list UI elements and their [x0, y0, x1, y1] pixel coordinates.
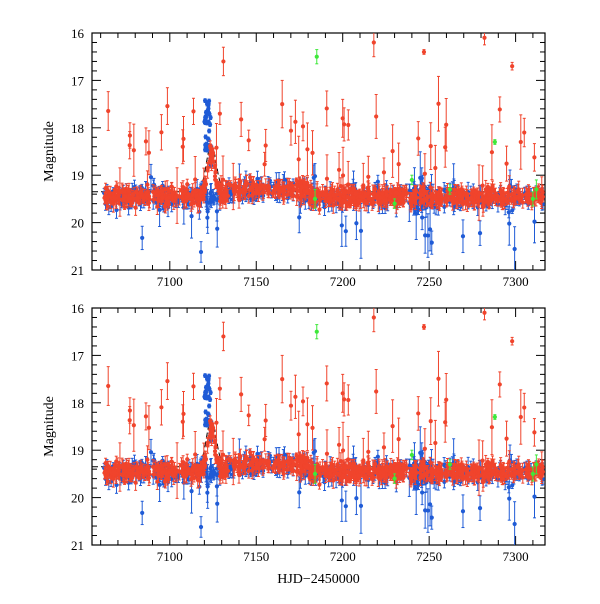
- blue-data-point: [359, 229, 363, 233]
- red-data-point: [436, 102, 440, 106]
- blue-data-point: [376, 180, 380, 184]
- red-data-point: [532, 155, 536, 159]
- red-data-point: [239, 117, 243, 121]
- red-data-point: [247, 138, 251, 142]
- blue-data-point: [207, 129, 211, 133]
- red-data-point: [104, 186, 108, 190]
- red-data-point: [293, 120, 297, 124]
- red-data-point: [490, 150, 494, 154]
- red-data-point: [134, 206, 138, 210]
- blue-data-point: [507, 210, 511, 214]
- blue-data-point: [420, 215, 424, 219]
- blue-data-point: [206, 209, 210, 213]
- red-data-point: [123, 205, 127, 209]
- red-data-point: [132, 148, 136, 152]
- red-data-point: [181, 137, 185, 141]
- blue-data-point: [206, 101, 210, 105]
- red-data-point: [404, 191, 408, 195]
- blue-data-point: [204, 110, 208, 114]
- blue-data-point: [354, 221, 358, 225]
- red-data-point: [289, 129, 293, 133]
- red-data-point: [444, 123, 448, 127]
- red-data-point: [218, 112, 222, 116]
- red-data-point: [391, 149, 395, 153]
- red-data-point: [144, 139, 148, 143]
- red-data-point: [193, 177, 197, 181]
- red-data-point: [366, 175, 370, 179]
- red-data-point: [337, 168, 341, 172]
- y-tick-label: 20: [71, 216, 84, 231]
- red-data-point: [310, 151, 314, 155]
- blue-data-point: [199, 250, 203, 254]
- plot-frame: [92, 33, 545, 270]
- red-data-point: [205, 168, 209, 172]
- blue-data-point: [340, 223, 344, 227]
- blue-data-point: [420, 176, 424, 180]
- red-data-point: [263, 162, 267, 166]
- red-data-point: [305, 147, 309, 151]
- red-data-point: [248, 175, 252, 179]
- red-data-point: [346, 123, 350, 127]
- x-tick-label: 7200: [330, 274, 356, 289]
- blue-data-point: [140, 236, 144, 240]
- y-tick-label: 21: [71, 263, 84, 278]
- blue-data-point: [478, 231, 482, 235]
- blue-data-point: [513, 247, 517, 251]
- y-tick-label: 16: [71, 26, 85, 41]
- blue-data-point: [414, 212, 418, 216]
- model-curve: [92, 144, 545, 191]
- blue-data-point: [208, 197, 212, 201]
- blue-data-point: [202, 120, 206, 124]
- y-tick-label: 17: [71, 73, 85, 88]
- red-data-point: [297, 157, 301, 161]
- red-data-point: [145, 183, 149, 187]
- top-panel: 7100 7150 7200 7250 7300 16 17 18 19 20 21 Magnitud…: [42, 26, 545, 289]
- blue-data-point: [203, 143, 207, 147]
- blue-data-point: [428, 227, 432, 231]
- y-axis-label: Magnitude: [42, 121, 57, 182]
- red-data-point: [159, 130, 163, 134]
- x-tick-label: 7300: [503, 274, 529, 289]
- blue-data-point: [532, 220, 536, 224]
- y-tick-label: 19: [71, 168, 84, 183]
- red-data-point: [271, 191, 275, 195]
- blue-data-point: [149, 175, 153, 179]
- y-tick-label: 18: [71, 121, 84, 136]
- red-data-point: [301, 124, 305, 128]
- blue-data-point: [461, 234, 465, 238]
- data-points: [92, 28, 545, 271]
- red-data-point: [397, 162, 401, 166]
- red-data-point: [374, 114, 378, 118]
- blue-data-point: [215, 227, 219, 231]
- red-data-point: [352, 199, 356, 203]
- red-data-point: [519, 140, 523, 144]
- blue-data-point: [204, 135, 208, 139]
- red-data-point: [106, 109, 110, 113]
- red-data-point: [191, 109, 195, 113]
- blue-data-point: [423, 233, 427, 237]
- red-data-point: [219, 183, 223, 187]
- blue-data-point: [507, 221, 511, 225]
- blue-data-point: [189, 214, 193, 218]
- x-tick-label: 7250: [416, 274, 442, 289]
- red-data-point: [181, 145, 185, 149]
- red-data-point: [317, 208, 321, 212]
- red-data-point: [325, 106, 329, 110]
- red-data-point: [512, 191, 516, 195]
- blue-data-point: [297, 215, 301, 219]
- blue-data-point: [344, 229, 348, 233]
- x-tick-label: 7150: [243, 274, 269, 289]
- x-tick-label: 7100: [157, 274, 183, 289]
